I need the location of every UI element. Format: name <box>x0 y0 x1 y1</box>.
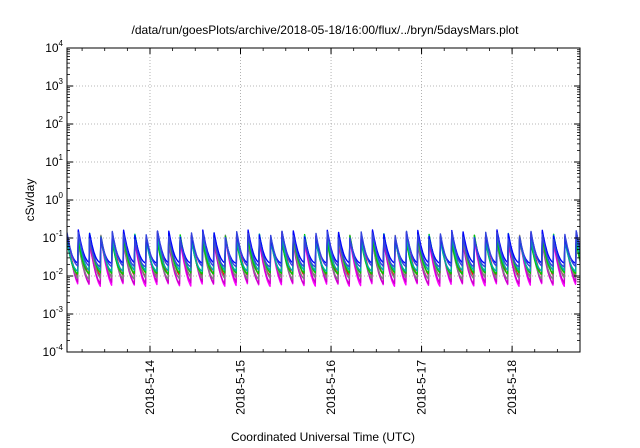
x-tick-label: 2018-5-18 <box>505 360 519 415</box>
y-tick-label: 103 <box>45 77 63 93</box>
chart-title: /data/run/goesPlots/archive/2018-05-18/1… <box>132 23 520 37</box>
y-tick-label: 104 <box>45 39 63 55</box>
series-line <box>67 230 580 268</box>
tick-labels: 10-4 10-3 10-2 10-1 100 101 102 103 104 2018-5-14… <box>43 39 520 415</box>
grid <box>67 48 580 352</box>
x-tick-label: 2018-5-14 <box>143 360 157 415</box>
x-tick-label: 2018-5-17 <box>415 360 429 415</box>
y-tick-label: 10-4 <box>43 343 64 359</box>
y-tick-label: 102 <box>45 115 63 131</box>
series-lines <box>67 229 580 287</box>
y-tick-label: 101 <box>45 153 63 169</box>
y-tick-label: 10-2 <box>43 267 64 283</box>
x-axis-title: Coordinated Universal Time (UTC) <box>231 430 415 444</box>
x-tick-label: 2018-5-15 <box>234 360 248 415</box>
plot-frame <box>66 47 581 353</box>
y-axis-title: cSv/day <box>23 179 37 222</box>
axes <box>66 47 581 353</box>
y-tick-label: 100 <box>45 191 63 207</box>
y-tick-label: 10-1 <box>43 229 64 245</box>
x-tick-label: 2018-5-16 <box>324 360 338 415</box>
y-tick-label: 10-3 <box>43 305 64 321</box>
series-line <box>67 232 580 272</box>
